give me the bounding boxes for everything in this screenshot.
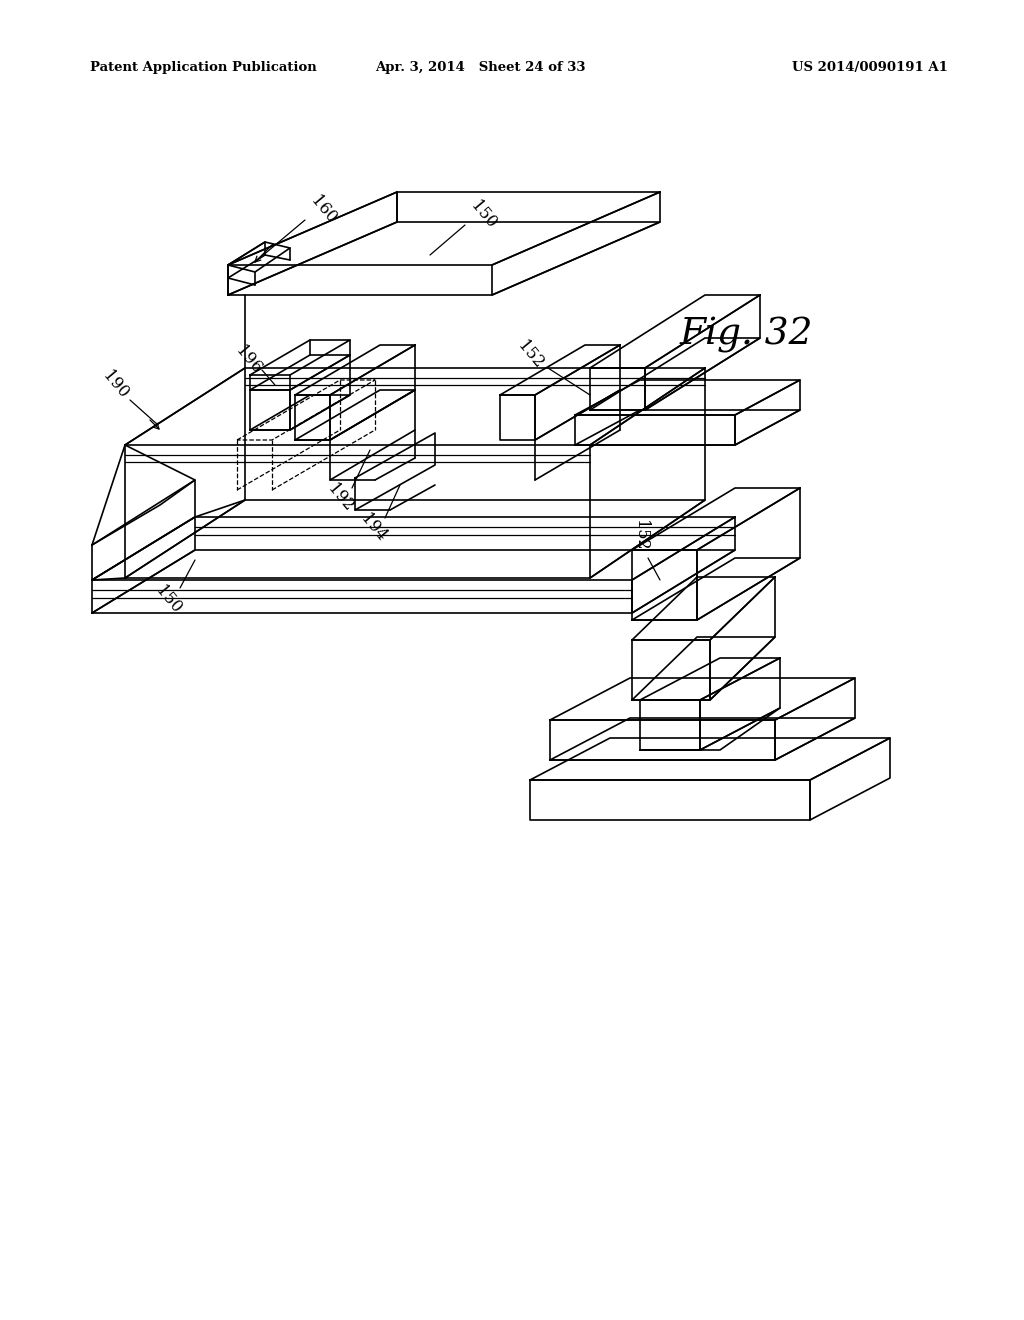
Text: Apr. 3, 2014   Sheet 24 of 33: Apr. 3, 2014 Sheet 24 of 33 — [375, 62, 586, 74]
Text: 152: 152 — [514, 338, 547, 372]
Text: Fig. 32: Fig. 32 — [680, 317, 813, 352]
Text: 150: 150 — [152, 583, 184, 618]
Text: 152: 152 — [632, 520, 648, 550]
Text: US 2014/0090191 A1: US 2014/0090191 A1 — [792, 62, 948, 74]
Text: Patent Application Publication: Patent Application Publication — [90, 62, 316, 74]
Text: 190: 190 — [98, 368, 131, 403]
Text: 196: 196 — [231, 343, 264, 378]
Text: 150: 150 — [467, 198, 500, 232]
Text: 194: 194 — [356, 511, 389, 545]
Text: 192: 192 — [324, 480, 356, 515]
Text: 160: 160 — [306, 193, 339, 227]
